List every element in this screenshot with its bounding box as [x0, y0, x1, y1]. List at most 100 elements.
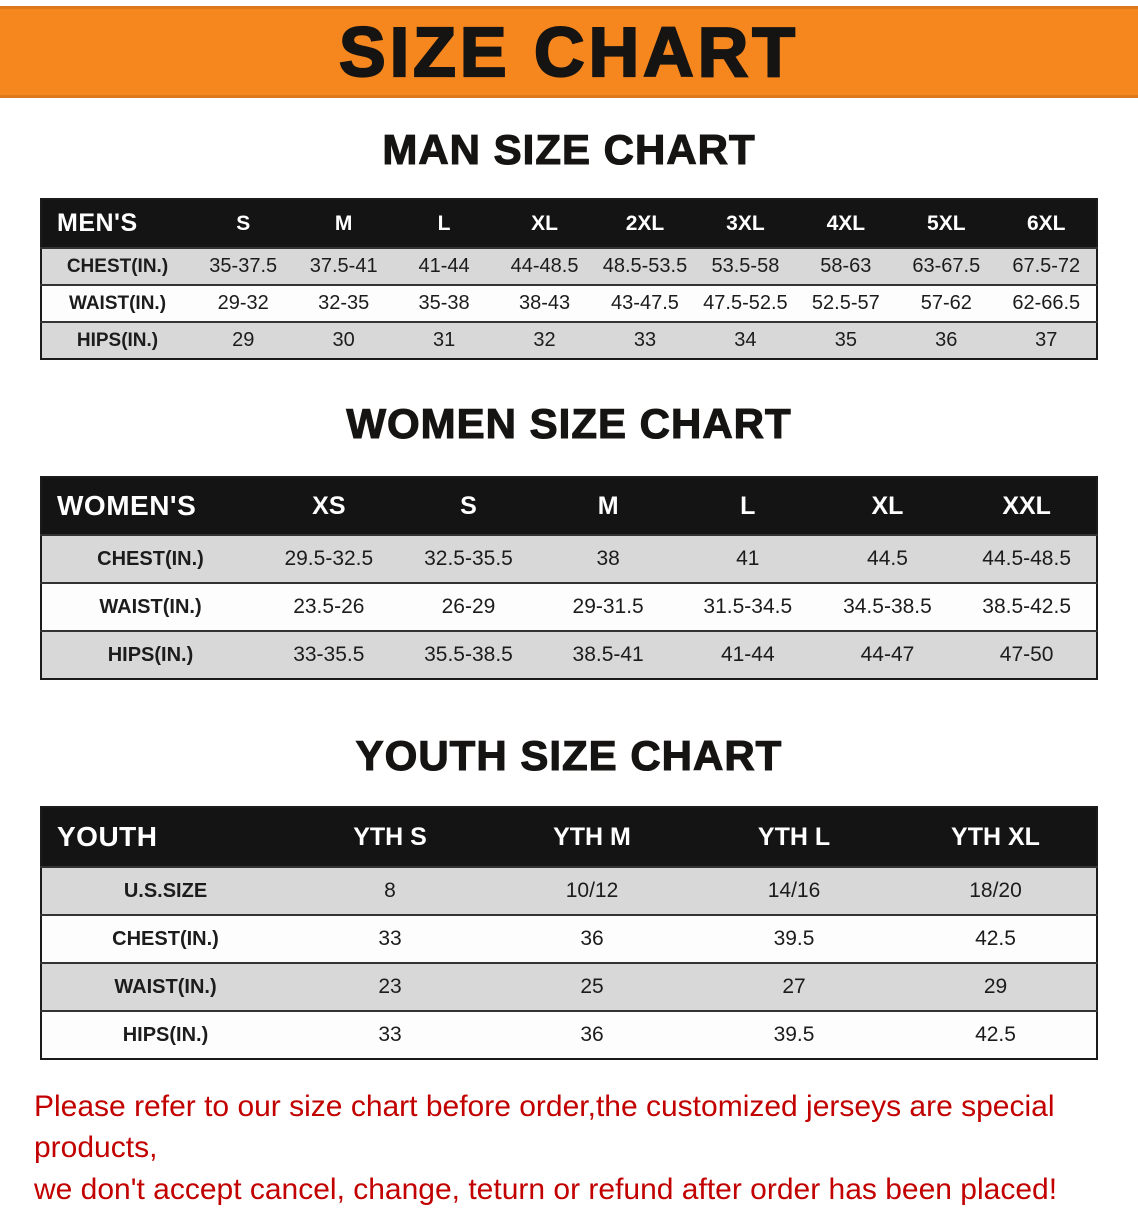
- hips-row: HIPS(IN.) 33 36 39.5 42.5: [41, 1010, 1097, 1059]
- size-cell: 58-63: [795, 247, 897, 285]
- size-cell: 31: [393, 321, 495, 359]
- women-size-table: WOMEN'S XS S M L XL XXL CHEST(IN.) 29.5-…: [40, 476, 1098, 680]
- size-cell: 63-67.5: [896, 247, 997, 285]
- size-cell: 47-50: [957, 630, 1097, 679]
- size-cell: 38.5-41: [538, 630, 678, 679]
- row-label: CHEST(IN.): [41, 534, 259, 583]
- size-cell: 32-35: [293, 284, 394, 322]
- size-cell: 42.5: [895, 914, 1097, 963]
- disclaimer-line-1: Please refer to our size chart before or…: [34, 1090, 1055, 1165]
- size-column-header: XL: [494, 199, 595, 248]
- size-cell: 23.5-26: [259, 582, 399, 631]
- hips-row: HIPS(IN.) 29 30 31 32 33 34 35 36 37: [41, 321, 1097, 359]
- size-cell: 41-44: [677, 630, 818, 679]
- size-column-header: M: [293, 199, 394, 248]
- row-label: HIPS(IN.): [41, 1010, 289, 1059]
- size-column-header: XS: [259, 477, 399, 535]
- size-cell: 67.5-72: [996, 247, 1097, 285]
- size-cell: 38: [538, 534, 678, 583]
- hips-row: HIPS(IN.) 33-35.5 35.5-38.5 38.5-41 41-4…: [41, 630, 1097, 679]
- size-cell: 33: [289, 1010, 491, 1059]
- size-cell: 34.5-38.5: [817, 582, 958, 631]
- size-cell: 62-66.5: [996, 284, 1097, 322]
- size-column-header: S: [398, 477, 539, 535]
- size-cell: 44.5: [817, 534, 958, 583]
- women-section-heading: WOMEN SIZE CHART: [346, 399, 792, 447]
- size-cell: 39.5: [693, 1010, 895, 1059]
- size-cell: 29.5-32.5: [259, 534, 399, 583]
- size-column-header: 3XL: [695, 199, 796, 248]
- size-cell: 33: [289, 914, 491, 963]
- size-cell: 29-31.5: [538, 582, 678, 631]
- size-cell: 44-47: [817, 630, 958, 679]
- row-label: HIPS(IN.): [41, 630, 259, 679]
- youth-corner-label: YOUTH: [41, 807, 289, 867]
- size-column-header: 6XL: [996, 199, 1097, 248]
- men-size-table: MEN'S S M L XL 2XL 3XL 4XL 5XL 6XL CHEST…: [40, 198, 1098, 360]
- size-cell: 29: [895, 962, 1097, 1011]
- size-chart-page: SIZE CHART MAN SIZE CHART MEN'S S M L XL…: [0, 6, 1138, 1210]
- men-header-row: MEN'S S M L XL 2XL 3XL 4XL 5XL 6XL: [41, 199, 1097, 248]
- chest-row: CHEST(IN.) 33 36 39.5 42.5: [41, 914, 1097, 963]
- size-cell: 30: [293, 321, 394, 359]
- size-cell: 44.5-48.5: [957, 534, 1097, 583]
- size-cell: 10/12: [491, 866, 693, 915]
- size-cell: 25: [491, 962, 693, 1011]
- chest-row: CHEST(IN.) 35-37.5 37.5-41 41-44 44-48.5…: [41, 247, 1097, 285]
- row-label: CHEST(IN.): [41, 247, 193, 285]
- size-column-header: 2XL: [594, 199, 696, 248]
- disclaimer-line-2: we don't accept cancel, change, teturn o…: [34, 1172, 1058, 1206]
- row-label: U.S.SIZE: [41, 866, 289, 915]
- row-label: WAIST(IN.): [41, 582, 259, 631]
- size-cell: 14/16: [693, 866, 895, 915]
- size-column-header: XXL: [957, 477, 1097, 535]
- size-cell: 36: [896, 321, 997, 359]
- size-cell: 36: [491, 914, 693, 963]
- size-column-header: YTH L: [693, 807, 895, 867]
- size-cell: 35.5-38.5: [398, 630, 539, 679]
- size-cell: 42.5: [895, 1010, 1097, 1059]
- size-cell: 33-35.5: [259, 630, 399, 679]
- size-cell: 57-62: [896, 284, 997, 322]
- men-corner-label: MEN'S: [41, 199, 193, 248]
- women-header-row: WOMEN'S XS S M L XL XXL: [41, 477, 1097, 535]
- youth-header-row: YOUTH YTH S YTH M YTH L YTH XL: [41, 807, 1097, 867]
- size-cell: 41-44: [393, 247, 495, 285]
- men-section: MAN SIZE CHART MEN'S S M L XL 2XL 3XL 4X…: [0, 125, 1138, 360]
- size-column-header: 5XL: [896, 199, 997, 248]
- row-label: CHEST(IN.): [41, 914, 289, 963]
- size-cell: 35: [795, 321, 897, 359]
- size-cell: 48.5-53.5: [594, 247, 696, 285]
- size-column-header: S: [193, 199, 294, 248]
- size-cell: 41: [677, 534, 818, 583]
- size-column-header: YTH M: [491, 807, 693, 867]
- size-cell: 36: [491, 1010, 693, 1059]
- youth-section-heading: YOUTH SIZE CHART: [355, 731, 783, 779]
- size-column-header: L: [677, 477, 818, 535]
- waist-row: WAIST(IN.) 29-32 32-35 35-38 38-43 43-47…: [41, 284, 1097, 322]
- size-cell: 35-37.5: [193, 247, 294, 285]
- size-cell: 32.5-35.5: [398, 534, 539, 583]
- page-title: SIZE CHART: [338, 13, 799, 91]
- size-cell: 27: [693, 962, 895, 1011]
- size-cell: 29: [193, 321, 294, 359]
- size-cell: 37: [996, 321, 1097, 359]
- row-label: WAIST(IN.): [41, 284, 193, 322]
- size-cell: 47.5-52.5: [695, 284, 796, 322]
- size-cell: 43-47.5: [594, 284, 696, 322]
- size-column-header: L: [393, 199, 495, 248]
- disclaimer: Please refer to our size chart before or…: [34, 1086, 1104, 1210]
- row-label: HIPS(IN.): [41, 321, 193, 359]
- men-section-heading: MAN SIZE CHART: [382, 125, 756, 173]
- youth-section: YOUTH SIZE CHART YOUTH YTH S YTH M YTH L…: [0, 731, 1138, 1060]
- size-cell: 33: [594, 321, 696, 359]
- size-cell: 31.5-34.5: [677, 582, 818, 631]
- size-column-header: M: [538, 477, 678, 535]
- waist-row: WAIST(IN.) 23 25 27 29: [41, 962, 1097, 1011]
- size-cell: 37.5-41: [293, 247, 394, 285]
- size-cell: 38-43: [494, 284, 595, 322]
- size-column-header: 4XL: [795, 199, 897, 248]
- size-cell: 52.5-57: [795, 284, 897, 322]
- us-size-row: U.S.SIZE 8 10/12 14/16 18/20: [41, 866, 1097, 915]
- waist-row: WAIST(IN.) 23.5-26 26-29 29-31.5 31.5-34…: [41, 582, 1097, 631]
